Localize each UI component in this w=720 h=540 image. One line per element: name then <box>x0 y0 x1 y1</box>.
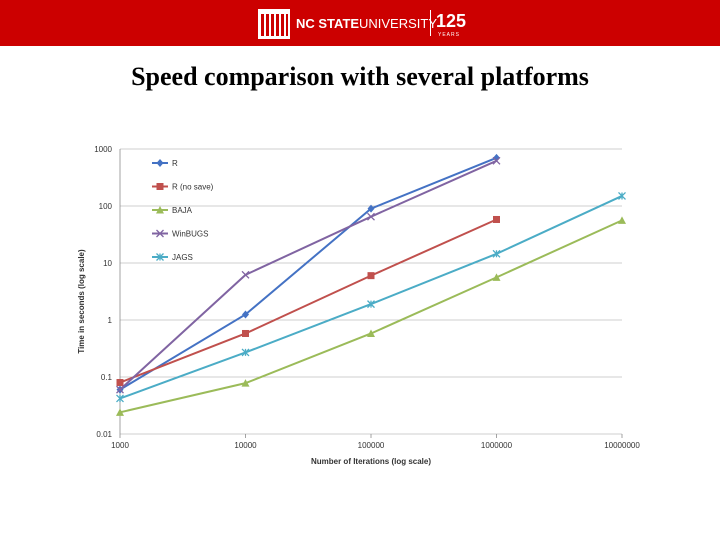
x-tick-label: 10000 <box>234 441 257 450</box>
series-line <box>119 195 623 400</box>
data-point <box>116 385 124 394</box>
y-tick-label: 10 <box>103 259 112 268</box>
legend-label: R (no save) <box>172 183 214 192</box>
data-point <box>618 216 626 224</box>
data-point <box>492 249 501 258</box>
x-axis-title: Number of Iterations (log scale) <box>311 457 431 466</box>
data-point <box>367 204 375 213</box>
data-point <box>116 408 124 416</box>
y-axis-title: Time in seconds (log scale) <box>77 249 86 354</box>
slide-title: Speed comparison with several platforms <box>131 62 589 91</box>
data-point <box>242 310 249 319</box>
x-tick-label: 1000 <box>111 441 129 450</box>
y-tick-label: 0.1 <box>101 373 113 382</box>
data-point <box>241 379 250 387</box>
y-tick-label: 0.01 <box>96 430 112 439</box>
data-point <box>241 348 250 357</box>
data-point <box>493 215 500 223</box>
legend-label: JAGS <box>172 253 193 262</box>
header-banner: NC STATE UNIVERSITY 125 YEARS <box>0 0 720 46</box>
y-tick-label: 100 <box>99 202 113 211</box>
data-point <box>241 270 250 279</box>
legend-swatch-marker <box>156 159 164 167</box>
legend-label: BAJA <box>172 206 193 215</box>
y-tick-label: 1 <box>108 316 113 325</box>
university-logo: NC STATE UNIVERSITY 125 YEARS <box>258 9 466 39</box>
data-point <box>367 272 375 280</box>
belltower-icon <box>258 9 290 39</box>
anniversary-number: 125 <box>436 11 466 31</box>
data-point <box>492 273 501 281</box>
data-point <box>367 212 375 221</box>
data-point <box>367 329 375 337</box>
x-tick-label: 100000 <box>358 441 385 450</box>
brand-line2: UNIVERSITY <box>359 16 437 31</box>
data-point <box>116 379 124 387</box>
x-tick-label: 10000000 <box>604 441 640 450</box>
legend-swatch-marker <box>156 206 164 214</box>
data-point <box>367 300 375 309</box>
legend-label: WinBUGS <box>172 230 208 239</box>
legend-swatch-marker <box>156 253 164 261</box>
x-tick-label: 1000000 <box>481 441 513 450</box>
series-line <box>119 156 497 391</box>
data-point <box>242 329 249 337</box>
data-point <box>492 156 501 165</box>
data-point <box>116 394 124 403</box>
legend-swatch-marker <box>156 183 164 190</box>
legend-swatch-marker <box>156 229 164 238</box>
brand-line1: NC STATE <box>296 16 359 31</box>
series-line <box>119 218 497 384</box>
series-line <box>119 219 623 414</box>
logo-divider <box>430 10 431 36</box>
series-line <box>119 159 497 391</box>
data-point <box>618 192 626 200</box>
y-tick-label: 1000 <box>94 145 112 154</box>
legend-label: R <box>172 159 178 168</box>
anniversary-word: YEARS <box>438 32 460 38</box>
